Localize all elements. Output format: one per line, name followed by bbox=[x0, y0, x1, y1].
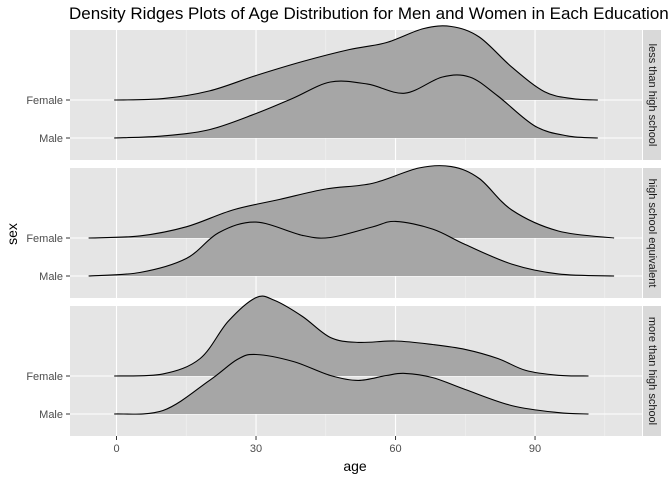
x-tick-label: 90 bbox=[529, 443, 541, 455]
facet-panel: Female Male less than high school bbox=[26, 25, 661, 160]
facet-panels: Female Male less than high school Female Mal… bbox=[26, 25, 661, 455]
ridge-area-male bbox=[114, 74, 598, 138]
facet-strip bbox=[643, 30, 661, 160]
x-tick-label: 30 bbox=[250, 443, 262, 455]
x-axis-title: age bbox=[343, 458, 367, 474]
chart-title: Density Ridges Plots of Age Distribution… bbox=[69, 4, 669, 23]
ridge-area-female bbox=[88, 165, 615, 238]
facet-strip-label: less than high school bbox=[646, 44, 658, 147]
y-tick-label: Male bbox=[39, 409, 63, 421]
ridge-area-male bbox=[114, 354, 589, 415]
x-tick-label: 60 bbox=[389, 443, 401, 455]
ridge-line-male bbox=[88, 220, 615, 277]
ridge-line-male bbox=[114, 353, 589, 415]
ridge-line-female bbox=[88, 164, 615, 239]
y-tick-label: Female bbox=[26, 95, 63, 107]
y-tick-label: Male bbox=[39, 271, 63, 283]
y-axis-title: sex bbox=[4, 223, 20, 245]
ridge-line-female bbox=[114, 25, 598, 101]
facet-strip-label: high school equivalent bbox=[646, 179, 658, 288]
y-tick-label: Male bbox=[39, 133, 63, 145]
facet-panel: Female Male more than high school bbox=[26, 295, 661, 436]
facet-strip-label: more than high school bbox=[646, 317, 658, 425]
ridge-area-male bbox=[88, 221, 615, 276]
ridge-line-female bbox=[114, 295, 589, 377]
facet-panel: Female Male high school equivalent bbox=[26, 164, 661, 298]
facet-strip bbox=[643, 306, 661, 436]
ridge-area-female bbox=[114, 296, 589, 376]
ridge-line-male bbox=[114, 74, 598, 139]
y-tick-label: Female bbox=[26, 233, 63, 245]
y-tick-label: Female bbox=[26, 371, 63, 383]
facet-strip bbox=[643, 168, 661, 298]
x-tick-label: 0 bbox=[113, 443, 119, 455]
